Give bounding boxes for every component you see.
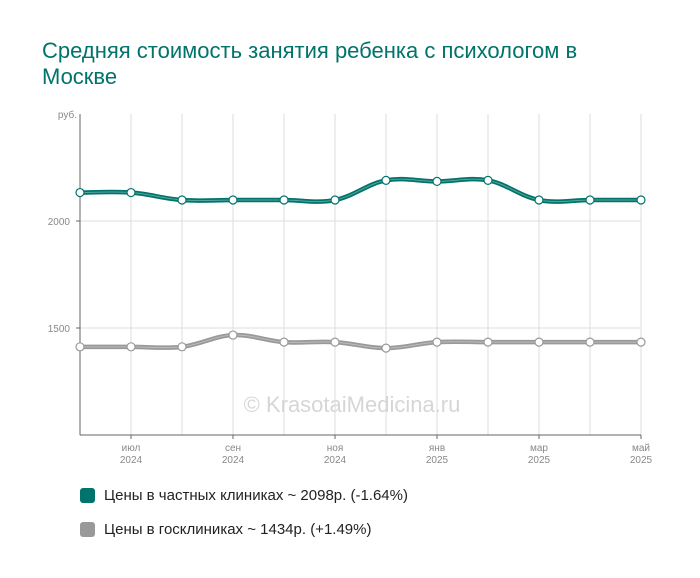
legend-swatch-public	[80, 521, 95, 537]
series-1-point	[636, 337, 646, 347]
legend: Цены в частных клиниках ~ 2098р. (-1.64%…	[80, 484, 408, 552]
legend-item-private[interactable]: Цены в частных клиниках ~ 2098р. (-1.64%…	[80, 484, 408, 506]
x-tick-label-month: мар	[530, 443, 548, 454]
series-1-point	[483, 337, 493, 347]
series-line-1	[77, 332, 644, 351]
x-tick-label-month: июл	[122, 443, 141, 454]
series-layer	[75, 175, 646, 353]
x-tick-label-year: 2025	[528, 455, 551, 466]
series-1-point	[330, 337, 340, 347]
series-0-point	[432, 176, 442, 187]
series-0-point	[585, 195, 595, 205]
x-tick-label-year: 2024	[222, 455, 245, 466]
x-tick-label-year: 2025	[630, 455, 653, 466]
legend-swatch-private	[80, 487, 95, 503]
series-1-point	[432, 337, 442, 347]
chart-title: Средняя стоимость занятия ребенка с псих…	[42, 38, 578, 89]
x-tick-label-year: 2024	[120, 455, 143, 466]
series-1-point	[585, 337, 595, 347]
x-tick-label-month: ноя	[327, 443, 344, 454]
series-0-point	[75, 187, 85, 198]
series-1-point	[279, 337, 289, 347]
series-0-point	[381, 175, 391, 185]
y-tick-label: 1500	[48, 324, 71, 335]
series-1-point	[534, 337, 544, 347]
series-0-point	[177, 195, 187, 205]
y-tick-label: 2000	[48, 217, 71, 228]
legend-item-public[interactable]: Цены в госклиниках ~ 1434р. (+1.49%)	[80, 518, 408, 540]
series-1-point	[75, 342, 85, 352]
x-tick-label-month: янв	[429, 443, 445, 454]
x-tick-label-month: сен	[225, 443, 241, 454]
series-0-point	[483, 175, 493, 185]
x-tick-label-month: май	[632, 443, 650, 454]
series-0-point	[636, 195, 646, 205]
series-0-point	[228, 195, 238, 205]
legend-label-private: Цены в частных клиниках ~ 2098р. (-1.64%…	[104, 486, 408, 504]
axes-layer: руб.15002000июл2024сен2024ноя2024янв2025…	[48, 109, 653, 466]
watermark: © KrasotaiMedicina.ru	[244, 392, 461, 417]
series-0-point	[330, 195, 340, 205]
series-0-point	[534, 195, 544, 205]
legend-label-public: Цены в госклиниках ~ 1434р. (+1.49%)	[104, 520, 372, 538]
x-tick-label-year: 2024	[324, 455, 347, 466]
series-0-point	[126, 187, 136, 198]
series-0-point	[279, 195, 289, 205]
series-1-point	[126, 342, 136, 352]
series-1-point	[381, 343, 391, 353]
y-axis-unit: руб.	[58, 109, 77, 121]
series-1-point	[228, 330, 238, 340]
grid-layer	[80, 114, 642, 435]
x-tick-label-year: 2025	[426, 455, 449, 466]
series-1-point	[177, 342, 187, 352]
